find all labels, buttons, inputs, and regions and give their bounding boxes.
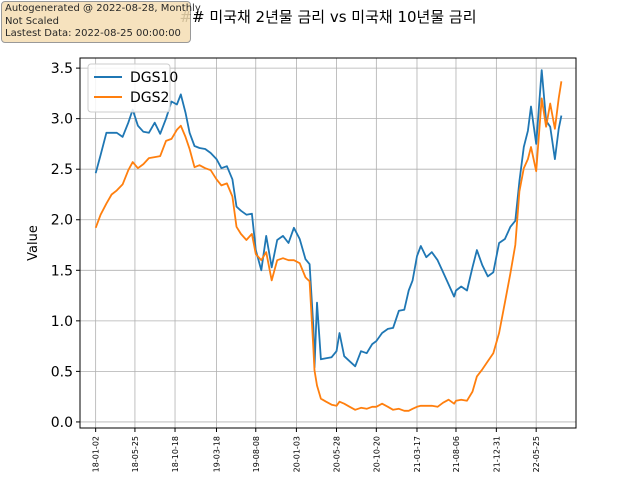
x-tick-label: 21-03-17: [413, 436, 422, 472]
legend: DGS10 DGS2: [87, 63, 178, 113]
y-tick-label: 0.0: [51, 415, 73, 431]
series-line-dgs10: [94, 69, 563, 369]
x-tick-label: 20-01-03: [292, 436, 301, 472]
y-tick-label: 0.5: [51, 364, 73, 380]
legend-label-dgs10: DGS10: [130, 70, 178, 86]
x-tick-label: 21-08-06: [452, 436, 461, 472]
grid-layer: [80, 58, 576, 428]
series-layer: [94, 69, 563, 412]
x-tick-label: 20-10-20: [372, 436, 381, 472]
x-axis: 18-01-02 18-05-25 18-10-18 19-03-18 19-08-08…: [92, 428, 541, 472]
x-tick-label: 19-03-18: [212, 436, 221, 472]
info-box: Autogenerated @ 2022-08-28, Monthly Not …: [1, 1, 201, 43]
legend-label-dgs2: DGS2: [130, 90, 169, 106]
x-tick-label: 22-05-25: [532, 436, 541, 472]
y-axis-title: Value: [26, 225, 41, 261]
plot-frame: [79, 57, 577, 429]
x-tick-label: 19-08-08: [252, 436, 261, 472]
y-axis: 0.0 0.5 1.0 1.5 2.0 2.5 3.0 3.5: [51, 61, 80, 431]
x-tick-label: 18-05-25: [131, 436, 140, 472]
x-tick-label: 21-12-31: [492, 436, 501, 472]
x-tick-label: 18-10-18: [171, 436, 180, 472]
y-tick-label: 2.0: [51, 213, 73, 229]
info-line-latest-data: Lastest Data: 2022-08-25 00:00:00: [5, 28, 181, 39]
y-tick-label: 1.5: [51, 263, 73, 279]
chart-title: ## 미국채 2년물 금리 vs 미국채 10년물 금리: [179, 8, 476, 26]
series-line-dgs2: [94, 81, 563, 412]
info-line-scaling: Not Scaled: [5, 15, 59, 27]
y-tick-label: 2.5: [51, 162, 73, 178]
x-tick-label: 18-01-02: [92, 436, 101, 472]
y-tick-label: 3.0: [51, 112, 73, 128]
y-tick-label: 3.5: [51, 61, 73, 77]
x-tick-label: 20-05-28: [333, 436, 342, 472]
y-tick-label: 1.0: [51, 314, 73, 330]
info-line-autogenerated: Autogenerated @ 2022-08-28, Monthly: [5, 3, 201, 14]
